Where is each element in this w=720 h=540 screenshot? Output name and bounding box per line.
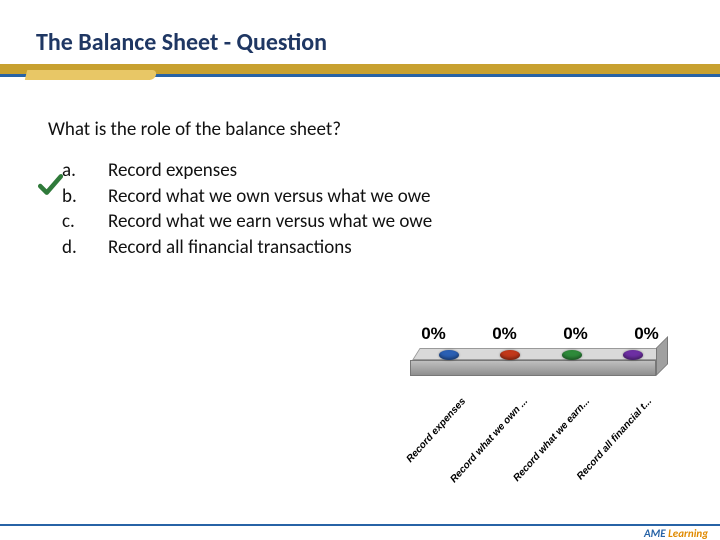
checkmark-icon: [37, 172, 63, 198]
logo-part-b: Learning: [668, 527, 708, 540]
title-underline: [0, 64, 720, 82]
slide: The Balance Sheet - Question What is the…: [0, 0, 720, 540]
percent-value: 0%: [546, 324, 606, 344]
marker-b: [500, 350, 520, 360]
option-d[interactable]: d. Record all financial transactions: [62, 235, 432, 261]
platform-front: [410, 360, 656, 376]
option-text: Record what we own versus what we owe: [108, 184, 431, 210]
percent-value: 0%: [404, 324, 464, 344]
option-c[interactable]: c. Record what we earn versus what we ow…: [62, 209, 432, 235]
marker-a: [439, 350, 459, 360]
question-text: What is the role of the balance sheet?: [48, 118, 341, 141]
result-chart: 0% 0% 0% 0% Record expenses Record what …: [398, 324, 682, 514]
option-text: Record what we earn versus what we owe: [108, 209, 432, 235]
option-b[interactable]: b. Record what we own versus what we owe: [62, 184, 432, 210]
option-a[interactable]: a. Record expenses: [62, 158, 432, 184]
percent-row: 0% 0% 0% 0%: [398, 324, 682, 344]
marker-c: [562, 350, 582, 360]
chart-markers: [418, 350, 664, 360]
marker-d: [623, 350, 643, 360]
option-text: Record all financial transactions: [108, 235, 352, 261]
option-letter: a.: [62, 158, 108, 184]
category-labels: Record expenses Record what we own ... R…: [398, 386, 682, 506]
option-letter: b.: [62, 184, 108, 210]
option-letter: d.: [62, 235, 108, 261]
option-letter: c.: [62, 209, 108, 235]
logo-part-a: AME: [644, 527, 666, 540]
underline-swoosh: [25, 70, 157, 80]
footer-logo: AME Learning: [644, 527, 708, 540]
percent-value: 0%: [475, 324, 535, 344]
option-text: Record expenses: [108, 158, 237, 184]
slide-title: The Balance Sheet - Question: [36, 28, 327, 57]
footer-line: [0, 524, 720, 526]
options-list: a. Record expenses b. Record what we own…: [62, 158, 432, 261]
